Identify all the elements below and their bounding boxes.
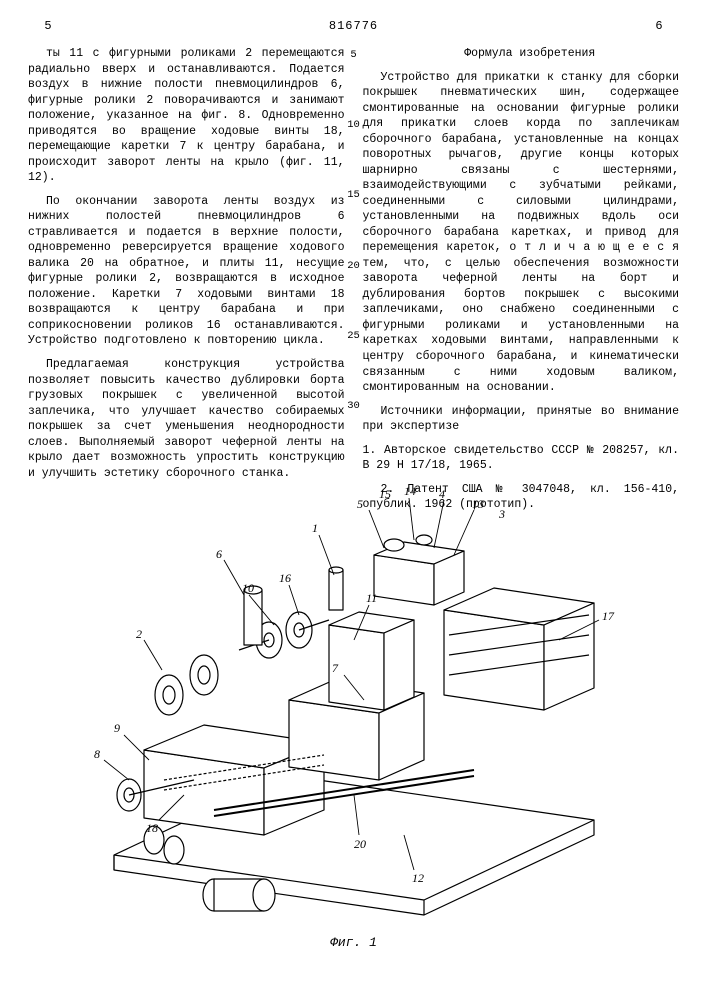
callout: 13 [472,497,484,511]
callout: 6 [216,547,222,561]
callout: 7 [332,661,339,675]
paragraph: ты 11 с фигурными роликами 2 перемещаютс… [28,46,345,186]
paragraph: Предлагаемая конструкция устройства позв… [28,357,345,481]
line-marker: 25 [344,329,364,343]
figure-label: Фиг. 1 [28,934,679,952]
source-item: 1. Авторское свидетельство СССР № 208257… [363,443,680,474]
paragraph: По окончании заворота ленты воздух из ни… [28,194,345,349]
formula-title: Формула изобретения [363,46,680,62]
sources-title: Источники информации, принятые во вниман… [363,404,680,435]
line-number-gutter: 5 10 15 20 25 30 [344,48,364,469]
callout: 5 [357,497,363,511]
document-number: 816776 [329,18,378,34]
line-marker: 20 [344,259,364,273]
callout: 2 [136,627,142,641]
callout: 4 [439,487,445,501]
callout: 20 [354,837,366,851]
page-header: 5 816776 6 [28,18,679,34]
line-marker: 30 [344,399,364,413]
callout: 8 [94,747,100,761]
callout: 18 [146,821,158,835]
callout: 17 [602,609,615,623]
page-number-left: 5 [28,18,68,34]
callout: 9 [114,721,120,735]
callout: 1 [312,521,318,535]
right-column: Формула изобретения Устройство для прика… [363,46,680,426]
figure-drawing: 2 6 10 1 5 15 14 4 13 3 7 8 9 16 11 12 1… [74,440,634,930]
figure-1: 2 6 10 1 5 15 14 4 13 3 7 8 9 16 11 12 1… [28,440,679,952]
callout: 11 [366,591,377,605]
callout: 3 [498,507,505,521]
callout: 10 [242,581,254,595]
line-marker: 10 [344,118,364,132]
callout: 12 [412,871,424,885]
callout: 14 [404,484,416,498]
paragraph: Устройство для прикатки к станку для сбо… [363,70,680,396]
page-number-right: 6 [639,18,679,34]
callout: 15 [379,487,391,501]
callout: 16 [279,571,291,585]
line-marker: 5 [344,48,364,62]
left-column: ты 11 с фигурными роликами 2 перемещаютс… [28,46,345,426]
line-marker: 15 [344,188,364,202]
